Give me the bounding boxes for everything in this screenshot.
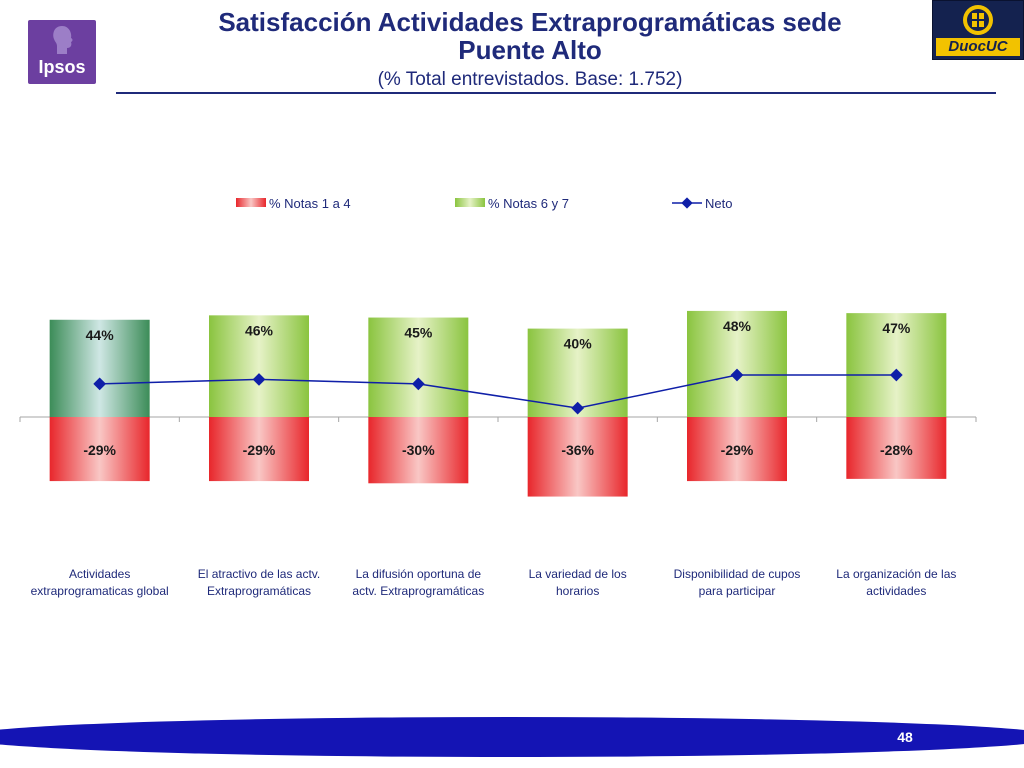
category-label: La variedad de los: [529, 567, 627, 581]
positive-value-label: 47%: [882, 320, 911, 336]
duoc-logo: DuocUC: [932, 0, 1024, 60]
title-divider: [116, 92, 996, 94]
negative-bar: [49, 417, 150, 482]
category-label: actividades: [866, 584, 926, 598]
positive-bar: [49, 319, 150, 417]
category-label: La difusión oportuna de: [356, 567, 482, 581]
negative-bar: [687, 417, 787, 482]
category-labels: Actividades extraprogramaticas global El a…: [31, 567, 957, 598]
negative-bar: [527, 417, 628, 497]
negative-value-label: -29%: [721, 442, 754, 458]
neto-line: [99, 374, 897, 409]
positive-bar: [368, 317, 469, 417]
category-label: extraprogramaticas global: [31, 584, 169, 598]
negative-value-label: -29%: [83, 442, 116, 458]
category-label: para participar: [699, 584, 776, 598]
page-title: Satisfacción Actividades Extraprogramáti…: [140, 8, 920, 64]
negative-value-label: -30%: [402, 442, 435, 458]
negative-bar: [209, 417, 309, 482]
legend-marker: [681, 197, 693, 209]
ipsos-logo-text: Ipsos: [38, 57, 86, 77]
negative-bar: [368, 417, 469, 484]
negative-value-label: -28%: [880, 442, 913, 458]
negative-value-label: -29%: [243, 442, 276, 458]
title-line-2: Puente Alto: [458, 35, 602, 65]
positive-bar: [209, 315, 309, 417]
chart-axis: [19, 416, 977, 422]
category-label: Disponibilidad de cupos: [674, 567, 801, 581]
duoc-seal-icon: [963, 5, 993, 35]
legend-label: Neto: [705, 196, 732, 211]
positive-value-label: 48%: [723, 318, 752, 334]
negative-value-label: -36%: [561, 442, 594, 458]
legend-label: % Notas 1 a 4: [269, 196, 351, 211]
legend-label: % Notas 6 y 7: [488, 196, 569, 211]
duoc-logo-text: DuocUC: [936, 38, 1020, 56]
category-label: La organización de las: [836, 567, 956, 581]
category-label: Actividades: [69, 567, 130, 581]
category-label: actv. Extraprogramáticas: [352, 584, 484, 598]
ipsos-face-icon: [53, 26, 73, 54]
category-label: Extraprogramáticas: [207, 584, 311, 598]
positive-bar: [687, 310, 787, 417]
positive-bar: [846, 313, 947, 417]
legend-swatch: [236, 198, 266, 207]
footer-band: [0, 717, 1024, 757]
neto-point: [411, 377, 425, 391]
positive-value-label: 40%: [564, 336, 593, 352]
legend-swatch: [455, 198, 485, 207]
chart-legend: % Notas 1 a 4 % Notas 6 y 7 Neto: [236, 196, 732, 211]
page-number: 48: [897, 729, 913, 745]
neto-point: [252, 373, 266, 386]
page-subtitle: (% Total entrevistados. Base: 1.752): [377, 69, 683, 90]
positive-value-label: 46%: [245, 322, 274, 338]
category-label: El atractivo de las actv.: [198, 567, 321, 581]
chart-bars: [49, 310, 947, 497]
category-label: horarios: [556, 584, 599, 598]
positive-value-label: 44%: [86, 327, 115, 343]
satisfaction-chart: % Notas 1 a 4 % Notas 6 y 7 Neto 44% -29% 46…: [19, 196, 977, 598]
ipsos-logo: Ipsos: [28, 20, 96, 84]
chart-labels: 44% -29% 46% -29% 45% -30% 40% -36% 48% -29% 47% -2…: [83, 318, 913, 458]
title-line-1: Satisfacción Actividades Extraprogramáti…: [218, 7, 842, 37]
neto-point: [93, 377, 107, 391]
negative-bar: [846, 417, 947, 479]
positive-value-label: 45%: [404, 325, 433, 341]
